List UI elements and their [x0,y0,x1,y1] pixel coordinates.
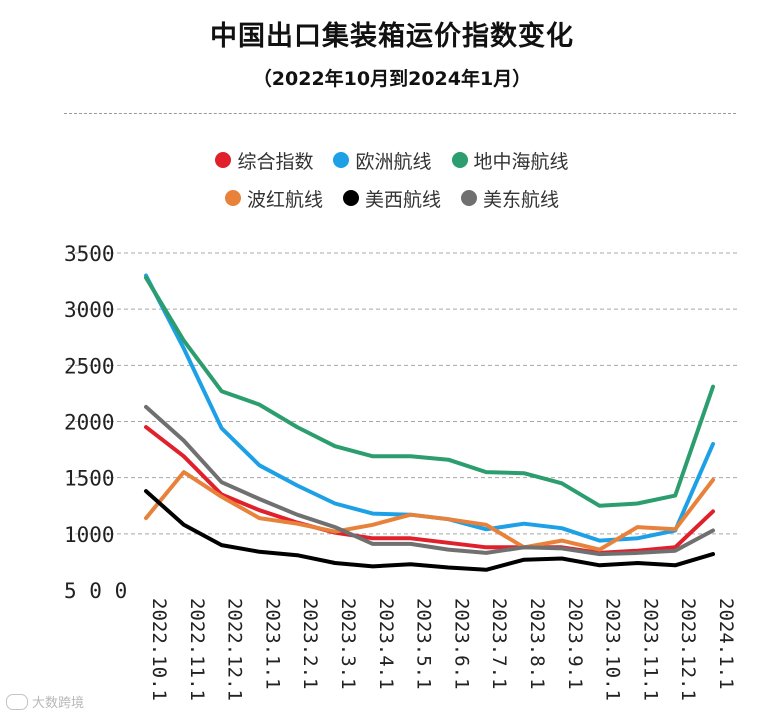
y-tick-label: 5 0 0 [64,579,127,603]
watermark: 大数跨境 [6,692,84,711]
x-tick-label: 2023.6.1 [450,598,472,690]
legend-item: 美西航线 [342,185,441,212]
series-line [144,470,715,552]
legend-label: 美东航线 [483,188,560,211]
legend-item: 美东航线 [461,185,559,212]
x-tick-label: 2023.5.1 [413,598,435,690]
series-line [144,404,715,557]
y-tick-label: 2000 [64,411,115,435]
y-tick-label: 3500 [64,242,115,266]
y-tick-label: 1500 [64,467,115,491]
x-tick-label: 2022.10.1 [148,598,170,701]
y-tick-label: 2500 [64,354,115,378]
x-tick-label: 2023.3.1 [337,598,359,690]
x-tick-label: 2023.4.1 [375,598,397,690]
legend-item: 欧洲航线 [333,147,432,174]
legend-row: 波红航线 美西航线 美东航线 [0,179,784,217]
watermark-text: 大数跨境 [32,696,85,711]
x-tick-label: 2023.7.1 [488,598,510,690]
title-divider [64,113,736,114]
legend-label: 欧洲航线 [355,150,432,173]
x-tick-label: 2023.2.1 [299,598,321,690]
legend-item: 地中海航线 [451,147,569,174]
legend-label: 美西航线 [364,188,441,211]
legend-label: 综合指数 [237,150,314,173]
legend-label: 地中海航线 [473,150,569,173]
x-tick-label: 2023.8.1 [526,598,548,690]
legend-swatch [342,190,359,206]
chart-legend: 综合指数 欧洲航线 地中海航线 波红航线 美西航线 美东航线 [0,141,784,217]
legend-swatch [215,152,232,168]
series-line [144,275,715,508]
x-tick-label: 2022.11.1 [186,598,208,701]
legend-swatch [461,190,477,206]
x-tick-label: 2023.12.1 [677,598,699,701]
watermark-logo-icon [6,693,28,710]
y-tick-label: 3000 [64,298,115,322]
x-tick-label: 2024.1.1 [715,598,737,690]
x-tick-label: 2023.10.1 [602,598,624,701]
legend-swatch [451,152,468,168]
legend-swatch [224,190,241,206]
legend-item: 波红航线 [224,185,323,212]
legend-row: 综合指数 欧洲航线 地中海航线 [0,141,784,179]
legend-item: 综合指数 [215,147,313,174]
legend-swatch [333,152,350,168]
chart-title: 中国出口集装箱运价指数变化 [210,21,574,52]
x-tick-label: 2023.11.1 [639,598,661,701]
x-tick-label: 2023.9.1 [564,598,586,690]
series-line [144,489,715,572]
x-tick-label: 2022.12.1 [224,598,246,701]
y-tick-label: 1000 [64,523,115,547]
chart-subtitle: （2022年10月到2024年1月） [252,68,532,90]
legend-label: 波红航线 [246,188,323,211]
x-tick-label: 2023.1.1 [261,598,283,690]
